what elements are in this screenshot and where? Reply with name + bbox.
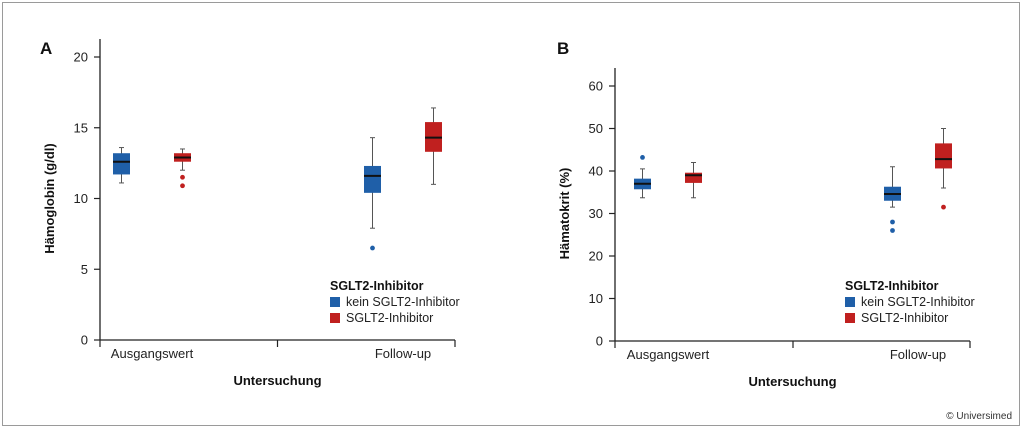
copyright-text: © Universimed: [946, 411, 1012, 422]
legend-swatch: [845, 313, 855, 323]
outlier-point: [640, 155, 645, 160]
y-axis-title: Hämatokrit (%): [557, 168, 572, 260]
legend-title: SGLT2-Inhibitor: [845, 279, 939, 293]
box-sglt2-1: [935, 128, 952, 210]
box-sglt2-0: [174, 148, 191, 189]
box-kein-0: [113, 147, 130, 184]
outlier-point: [890, 228, 895, 233]
x-tick-label: Ausgangswert: [627, 347, 710, 362]
chart-panel-a: A 0 5 10 15 20 Ausgangswert Follow-up Untersuchu…: [40, 39, 460, 388]
y-tick-label: 30: [589, 206, 603, 221]
y-tick-label: 20: [589, 249, 603, 264]
box-sglt2-0: [685, 162, 702, 199]
outlier-point: [941, 204, 946, 210]
y-tick-label: 10: [74, 191, 88, 206]
legend-swatch: [330, 313, 340, 323]
x-tick-label: Ausgangswert: [111, 346, 194, 361]
box-rect: [935, 143, 952, 169]
x-axis-title: Untersuchung: [748, 374, 836, 389]
box-kein-1: [884, 166, 901, 233]
outlier-point: [180, 174, 185, 180]
legend-title: SGLT2-Inhibitor: [330, 279, 424, 293]
y-tick-label: 0: [81, 333, 88, 348]
legend-swatch: [845, 297, 855, 307]
legend: SGLT2-Inhibitor kein SGLT2-Inhibitor SGLT2…: [330, 279, 460, 325]
legend-label: SGLT2-Inhibitor: [861, 311, 948, 325]
legend-label: kein SGLT2-Inhibitor: [346, 295, 460, 309]
box-sglt2-1: [425, 107, 442, 185]
y-axis-title: Hämoglobin (g/dl): [42, 143, 57, 253]
y-tick-label: 20: [74, 50, 88, 65]
y-tick-label: 10: [589, 291, 603, 306]
outlier-point: [180, 183, 185, 189]
y-tick-label: 50: [589, 121, 603, 136]
y-tick-label: 5: [81, 262, 88, 277]
y-tick-label: 60: [589, 79, 603, 94]
legend-swatch: [330, 297, 340, 307]
x-axis-title: Untersuchung: [233, 373, 321, 388]
legend-label: SGLT2-Inhibitor: [346, 311, 433, 325]
box-rect: [685, 172, 702, 183]
legend-label: kein SGLT2-Inhibitor: [861, 295, 975, 309]
panel-letter: A: [40, 39, 52, 58]
x-tick-label: Follow-up: [890, 347, 946, 362]
box-rect: [113, 153, 130, 175]
legend: SGLT2-Inhibitor kein SGLT2-Inhibitor SGLT2…: [845, 279, 975, 325]
y-tick-label: 15: [74, 120, 88, 135]
x-tick-label: Follow-up: [375, 346, 431, 361]
panel-letter: B: [557, 39, 569, 58]
y-tick-label: 40: [589, 164, 603, 179]
box-kein-0: [634, 155, 651, 199]
chart-panel-b: B 0 10 20 30 40 50 60 Ausgangswert Follow-up Unter…: [557, 39, 975, 389]
outlier-point: [890, 219, 895, 225]
outlier-point: [370, 245, 375, 251]
y-tick-label: 0: [596, 334, 603, 349]
box-kein-1: [364, 137, 381, 251]
box-rect: [364, 165, 381, 193]
